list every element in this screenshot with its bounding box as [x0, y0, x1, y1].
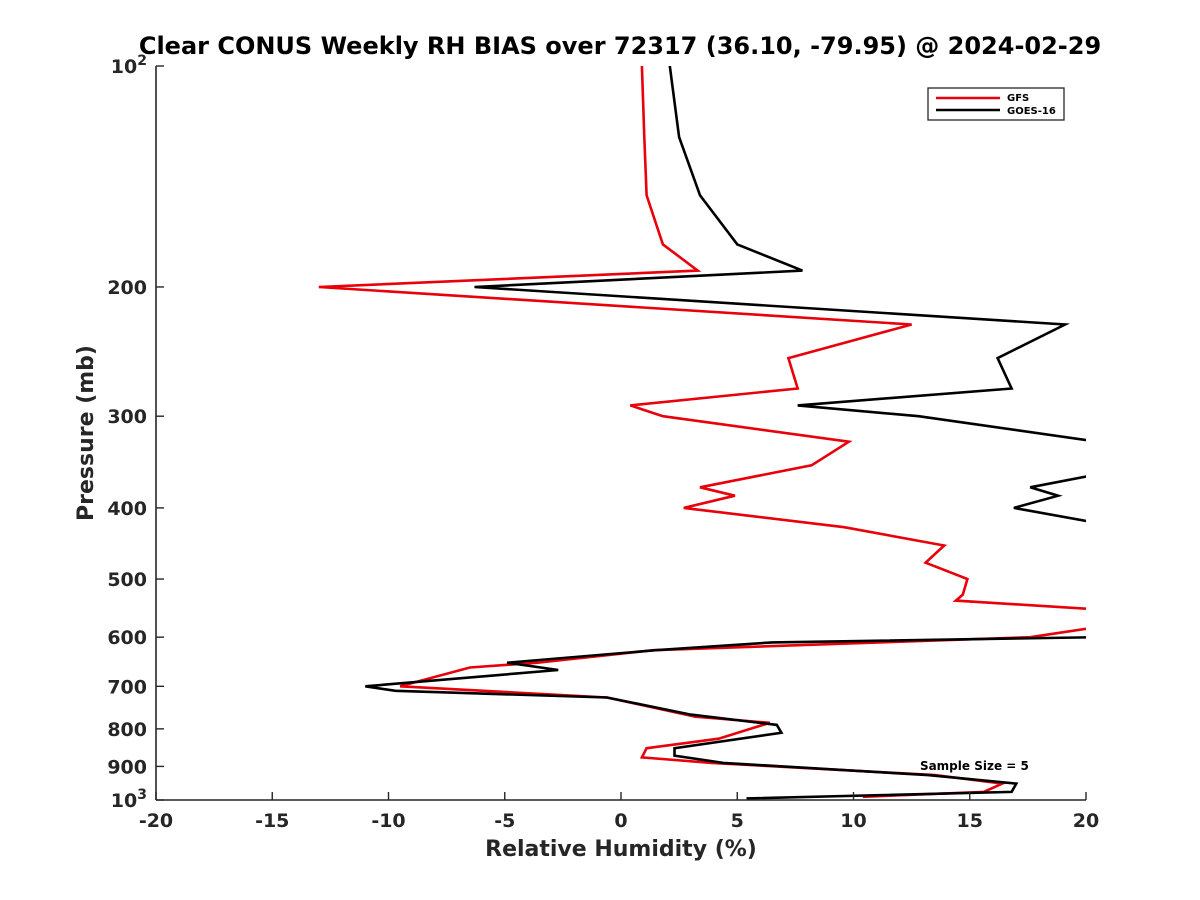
y-axis-label: Pressure (mb) — [74, 345, 99, 521]
series-line-gfs — [318, 66, 1086, 799]
y-tick-label: 900 — [107, 756, 147, 778]
y-tick-label: 102 — [111, 53, 147, 78]
y-ticks: 102 200 300 400 500 600 700 800 900 103 — [107, 53, 164, 812]
x-tick-label: 5 — [731, 810, 744, 832]
axes-layer — [155, 66, 1086, 801]
y-tick-label: 600 — [107, 627, 147, 649]
legend-box — [927, 87, 1065, 121]
x-tick-label: -20 — [139, 810, 173, 832]
y-tick-label: 800 — [107, 719, 147, 741]
series-line-goes16 — [365, 66, 1086, 800]
y-tick-label: 500 — [107, 569, 147, 591]
y-tick-label: 103 — [111, 787, 147, 812]
legend: GFS GOES-16 — [927, 87, 1065, 121]
series-layer — [318, 66, 1086, 800]
x-axis-label: Relative Humidity (%) — [485, 837, 757, 862]
x-tick-label: -15 — [255, 810, 289, 832]
x-tick-label: 10 — [840, 810, 866, 832]
x-tick-label: 0 — [614, 810, 627, 832]
x-tick-label: -10 — [371, 810, 405, 832]
chart-title: Clear CONUS Weekly RH BIAS over 72317 (3… — [139, 32, 1101, 60]
y-tick-label: 300 — [107, 406, 147, 428]
x-tick-label: -5 — [494, 810, 515, 832]
legend-label-goes16: GOES-16 — [1007, 106, 1056, 117]
y-tick-label: 200 — [107, 277, 147, 299]
x-ticks: -20 -15 -10 -5 0 5 10 15 20 — [139, 792, 1099, 832]
x-tick-label: 20 — [1073, 810, 1099, 832]
annotation-sample-size: Sample Size = 5 — [920, 759, 1029, 773]
x-tick-label: 15 — [957, 810, 983, 832]
y-tick-label: 400 — [107, 498, 147, 520]
legend-label-gfs: GFS — [1007, 93, 1029, 104]
y-tick-label: 700 — [107, 676, 147, 698]
